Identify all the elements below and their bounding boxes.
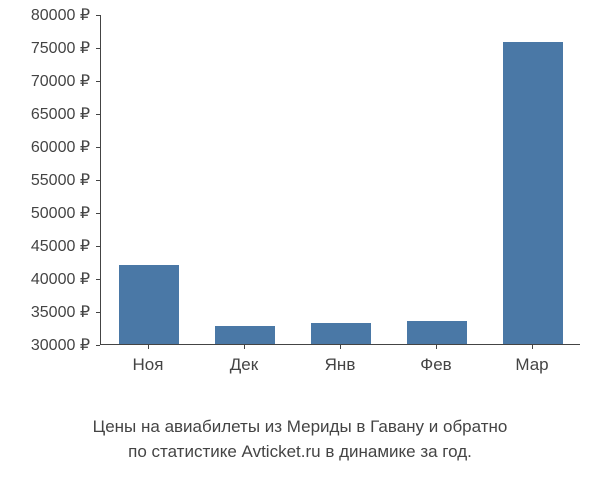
x-tick-label: Дек: [230, 355, 258, 375]
y-tick-mark: [96, 246, 100, 247]
x-tick-label: Ноя: [133, 355, 164, 375]
y-tick-mark: [96, 81, 100, 82]
y-tick-label: 35000 ₽: [10, 302, 90, 322]
x-tick-mark: [340, 345, 341, 349]
y-tick-mark: [96, 213, 100, 214]
y-tick-label: 50000 ₽: [10, 203, 90, 223]
y-tick-mark: [96, 15, 100, 16]
x-tick-label: Янв: [325, 355, 356, 375]
bar: [119, 265, 179, 344]
y-tick-mark: [96, 48, 100, 49]
y-tick-label: 30000 ₽: [10, 335, 90, 355]
y-tick-label: 45000 ₽: [10, 236, 90, 256]
y-tick-label: 80000 ₽: [10, 5, 90, 25]
y-tick-mark: [96, 312, 100, 313]
x-tick-mark: [148, 345, 149, 349]
price-chart: 30000 ₽ 35000 ₽ 40000 ₽ 45000 ₽ 50000 ₽ 55000…: [10, 10, 590, 390]
y-tick-label: 65000 ₽: [10, 104, 90, 124]
bar: [215, 326, 275, 344]
y-tick-mark: [96, 279, 100, 280]
x-tick-mark: [244, 345, 245, 349]
x-tick-mark: [532, 345, 533, 349]
y-tick-label: 75000 ₽: [10, 38, 90, 58]
y-tick-label: 60000 ₽: [10, 137, 90, 157]
y-tick-mark: [96, 345, 100, 346]
caption-line-2: по статистике Avticket.ru в динамике за …: [128, 442, 472, 461]
y-tick-mark: [96, 147, 100, 148]
bar: [503, 42, 563, 344]
x-tick-mark: [436, 345, 437, 349]
x-tick-label: Фев: [420, 355, 451, 375]
y-tick-mark: [96, 114, 100, 115]
caption-line-1: Цены на авиабилеты из Мериды в Гавану и …: [93, 417, 508, 436]
chart-caption: Цены на авиабилеты из Мериды в Гавану и …: [0, 415, 600, 464]
bar: [311, 323, 371, 344]
bar: [407, 321, 467, 344]
plot-area: [100, 15, 580, 345]
y-tick-mark: [96, 180, 100, 181]
y-tick-label: 70000 ₽: [10, 71, 90, 91]
y-tick-label: 40000 ₽: [10, 269, 90, 289]
x-tick-label: Мар: [515, 355, 548, 375]
y-tick-label: 55000 ₽: [10, 170, 90, 190]
